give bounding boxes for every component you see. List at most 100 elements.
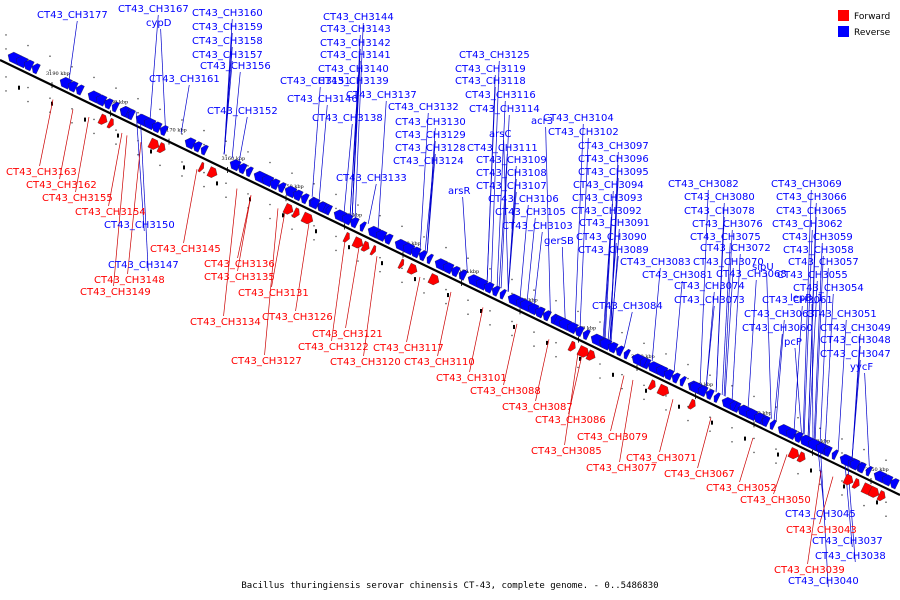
- reverse-gene-label: CT43_CH3102: [548, 127, 619, 138]
- grid-dot: [357, 204, 359, 206]
- grid-dot: [731, 441, 733, 443]
- reverse-gene-label: CT43_CH3055: [777, 270, 848, 281]
- grid-dot: [511, 320, 513, 323]
- grid-dot: [533, 331, 535, 333]
- grid-dot: [225, 196, 227, 199]
- kbp-tick-label: 3100 kbp: [573, 326, 597, 332]
- grid-dot: [5, 48, 7, 50]
- reverse-gene-label: CT43_CH3139: [318, 76, 389, 87]
- grid-dot: [181, 175, 183, 177]
- reverse-gene-label: CT43_CH3097: [578, 141, 649, 152]
- legend-swatch: [838, 10, 849, 21]
- reverse-gene-arrow: [857, 462, 867, 474]
- leader-line: [39, 99, 54, 167]
- grid-dot: [863, 504, 865, 507]
- reverse-gene-label: CT43_CH3167: [118, 4, 189, 15]
- reverse-gene-label: CT43_CH3107: [476, 181, 547, 192]
- grid-dot: [115, 143, 117, 145]
- grid-dot: [775, 462, 777, 464]
- forward-gene-label: CT43_CH3121: [312, 329, 383, 340]
- reverse-gene-label: CT43_CH3111: [467, 143, 538, 154]
- grid-dot: [71, 108, 73, 110]
- leader-line: [490, 60, 500, 284]
- reverse-gene-label: CT43_CH3157: [192, 50, 263, 61]
- grid-dot: [49, 55, 51, 57]
- leader-line: [149, 14, 159, 119]
- leader-line: [223, 60, 233, 155]
- forward-gene-label: CT43_CH3079: [577, 432, 648, 443]
- grid-dot: [599, 377, 601, 379]
- forward-gene-arrow: [427, 273, 440, 286]
- grid-dot: [379, 214, 381, 217]
- reverse-gene-arrow: [705, 389, 715, 400]
- reverse-gene-label: CT43_CH3158: [192, 36, 263, 47]
- leader-line: [851, 359, 861, 458]
- forward-gene-label: CT43_CH3131: [238, 288, 309, 299]
- reverse-gene-arrow: [103, 98, 114, 110]
- kbp-tick-label: 3160 kbp: [222, 156, 246, 162]
- forward-gene-arrow: [867, 485, 880, 498]
- leader-line: [59, 109, 74, 180]
- leader-line: [533, 231, 543, 305]
- leader-line: [343, 123, 353, 213]
- leader-line: [843, 453, 853, 548]
- forward-gene-label: CT43_CH3067: [664, 469, 735, 480]
- reverse-gene-arrow: [309, 197, 321, 210]
- forward-gene-label: CT43_CH3117: [373, 343, 444, 354]
- leader-line: [238, 116, 248, 162]
- reverse-gene-label: CT43_CH3104: [543, 113, 614, 124]
- forward-gene-label: CT43_CH3086: [535, 415, 606, 426]
- reverse-gene-arrow: [95, 94, 108, 107]
- grid-dot: [819, 483, 821, 486]
- leader-line: [507, 191, 517, 292]
- leader-line: [295, 223, 310, 312]
- reverse-gene-label: CT43_CH3130: [395, 117, 466, 128]
- leader-line: [237, 195, 252, 259]
- reverse-gene-arrow: [881, 474, 894, 487]
- frame-marker: [381, 261, 383, 266]
- leader-line: [775, 319, 785, 422]
- forward-gene-label: CT43_CH3120: [330, 357, 401, 368]
- reverse-gene-label: CT43_CH3119: [455, 64, 526, 75]
- grid-dot: [687, 377, 689, 380]
- leader-line: [139, 113, 149, 272]
- grid-dot: [753, 437, 755, 440]
- forward-gene-label: CT43_CH3088: [470, 386, 541, 397]
- reverse-gene-label: CT43_CH3161: [149, 74, 220, 85]
- reverse-gene-arrow: [534, 306, 546, 319]
- leader-line: [462, 196, 468, 272]
- forward-gene-arrow: [576, 345, 590, 358]
- forward-gene-arrow: [567, 340, 576, 352]
- forward-gene-arrow: [97, 113, 108, 125]
- grid-dot: [709, 374, 711, 376]
- leader-line: [610, 375, 625, 432]
- leader-line: [311, 86, 321, 197]
- grid-dot: [511, 292, 513, 295]
- frame-marker: [216, 181, 218, 186]
- grid-dot: [643, 384, 645, 387]
- reverse-gene-arrow: [277, 182, 287, 194]
- grid-dot: [137, 111, 139, 114]
- leader-line: [579, 137, 589, 327]
- reverse-gene-arrow: [269, 178, 281, 191]
- grid-dot: [841, 494, 843, 496]
- reverse-gene-arrow: [383, 233, 394, 245]
- grid-dot: [753, 395, 755, 398]
- leader-line: [807, 470, 822, 565]
- reverse-gene-arrow: [151, 121, 163, 134]
- reverse-gene-label: CT43_CH3116: [465, 90, 536, 101]
- forward-gene-label: CT43_CH3127: [231, 356, 302, 367]
- leader-line: [469, 307, 484, 373]
- reverse-gene-arrow: [31, 63, 41, 75]
- frame-marker: [579, 356, 581, 361]
- forward-gene-arrow: [351, 236, 364, 249]
- reverse-gene-label: CT43_CH3144: [323, 12, 394, 23]
- grid-dot: [115, 129, 117, 131]
- reverse-gene-arrow: [418, 250, 428, 262]
- grid-dot: [137, 153, 139, 156]
- grid-dot: [643, 398, 645, 401]
- reverse-gene-label: CT43_CH3093: [572, 193, 643, 204]
- reverse-gene-arrow: [729, 400, 738, 412]
- grid-dot: [511, 334, 513, 337]
